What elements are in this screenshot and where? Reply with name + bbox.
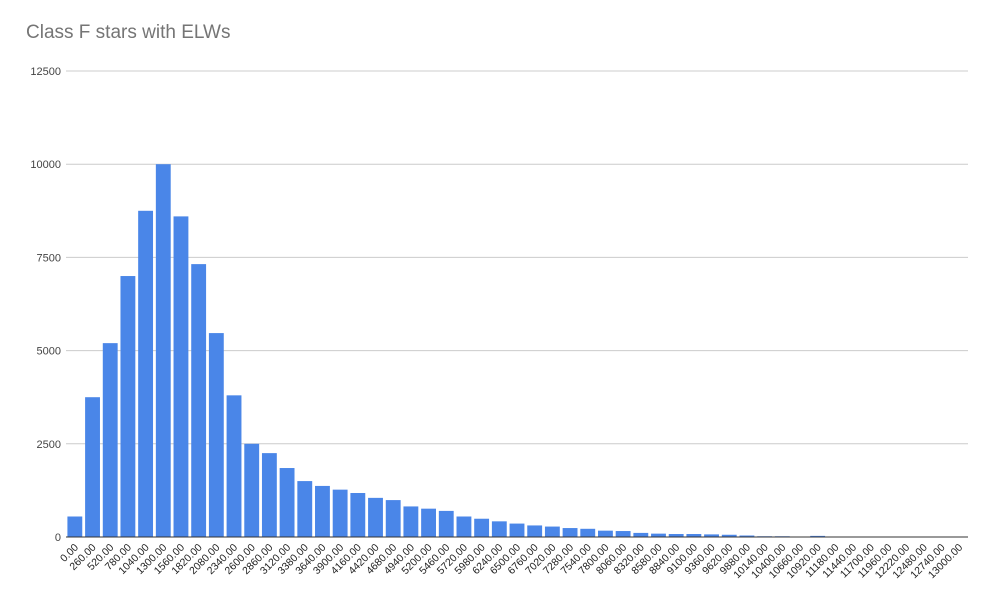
bar-2340.00	[226, 395, 242, 537]
bar-3900.00	[332, 489, 348, 537]
bar-2860.00	[261, 453, 277, 537]
y-axis-ticks: 0 2500 5000 7500 10000 12500	[30, 66, 61, 544]
x-axis-ticks: 0.00260.00520.00780.001040.001300.001560…	[58, 542, 965, 582]
bar-1040.00	[138, 210, 154, 538]
bar-7800.00	[598, 530, 613, 537]
bar-260.00	[85, 397, 100, 537]
bar-6240.00	[491, 521, 507, 537]
bar-7280.00	[562, 528, 578, 537]
bar-5460.00	[438, 510, 454, 537]
bar-7540.00	[580, 528, 596, 537]
bar-2600.00	[244, 443, 260, 537]
bar-1300.00	[155, 164, 171, 537]
y-tick-label: 2500	[37, 439, 61, 451]
bar-3120.00	[279, 468, 295, 537]
bar-1820.00	[191, 264, 207, 537]
bar-9360.00	[704, 534, 719, 537]
bar-10920.00	[810, 535, 826, 537]
bar-2080.00	[208, 333, 224, 537]
bar-9100.00	[686, 534, 702, 537]
bar-5200.00	[421, 508, 436, 537]
bar-4420.00	[368, 497, 383, 537]
bar-9880.00	[739, 535, 755, 537]
bar-6760.00	[527, 525, 543, 537]
bar-3380.00	[297, 481, 313, 537]
bar-8320.00	[633, 532, 649, 537]
bar-0.00	[67, 516, 83, 537]
bar-7020.00	[544, 526, 560, 537]
bar-3640.00	[315, 485, 330, 537]
bar-6500.00	[509, 523, 525, 537]
bars	[67, 164, 826, 538]
bar-9620.00	[721, 534, 737, 537]
y-tick-label: 12500	[30, 66, 61, 78]
bar-1560.00	[173, 216, 189, 537]
bar-5980.00	[474, 518, 490, 537]
bar-780.00	[120, 276, 136, 537]
bar-8580.00	[651, 533, 666, 537]
chart-title: Class F stars with ELWs	[26, 22, 231, 43]
y-tick-label: 7500	[37, 252, 61, 264]
bar-4160.00	[350, 493, 366, 537]
bar-5720.00	[456, 516, 472, 537]
gridlines	[66, 70, 968, 445]
y-tick-label: 5000	[37, 346, 61, 358]
bar-8060.00	[615, 531, 631, 537]
bar-8840.00	[668, 534, 684, 537]
y-tick-label: 0	[55, 532, 61, 544]
bar-4680.00	[385, 500, 401, 537]
bar-520.00	[102, 343, 118, 537]
y-tick-label: 10000	[30, 159, 61, 171]
bar-4940.00	[403, 506, 419, 537]
